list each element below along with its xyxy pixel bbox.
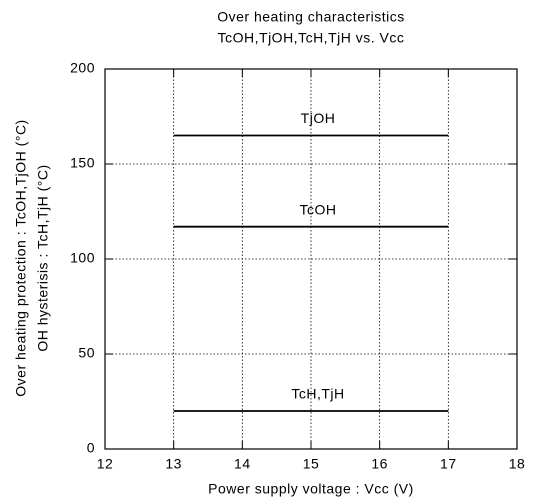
x-tick-label: 17 <box>440 456 457 472</box>
chart-title: TcOH,TjOH,TcH,TjH vs. Vcc <box>218 30 405 46</box>
y-axis-label: Over heating protection : TcOH,TjOH (°C) <box>13 119 29 396</box>
y-tick-label: 100 <box>70 250 95 266</box>
y-axis-label: OH hysterisis : TcH,TjH (°C) <box>35 164 51 351</box>
y-tick-label: 0 <box>87 440 95 456</box>
chart-title: Over heating characteristics <box>217 9 405 25</box>
series-label: TjOH <box>301 110 336 126</box>
x-tick-label: 14 <box>234 456 251 472</box>
x-tick-label: 13 <box>165 456 182 472</box>
x-tick-label: 16 <box>371 456 388 472</box>
x-tick-label: 18 <box>509 456 526 472</box>
x-tick-label: 12 <box>97 456 114 472</box>
x-axis-label: Power supply voltage : Vcc (V) <box>208 481 414 497</box>
series-label: TcH,TjH <box>291 386 344 402</box>
x-tick-label: 15 <box>303 456 320 472</box>
y-tick-label: 150 <box>70 155 95 171</box>
y-tick-label: 200 <box>70 60 95 76</box>
y-tick-label: 50 <box>78 345 95 361</box>
series-label: TcOH <box>300 201 337 217</box>
